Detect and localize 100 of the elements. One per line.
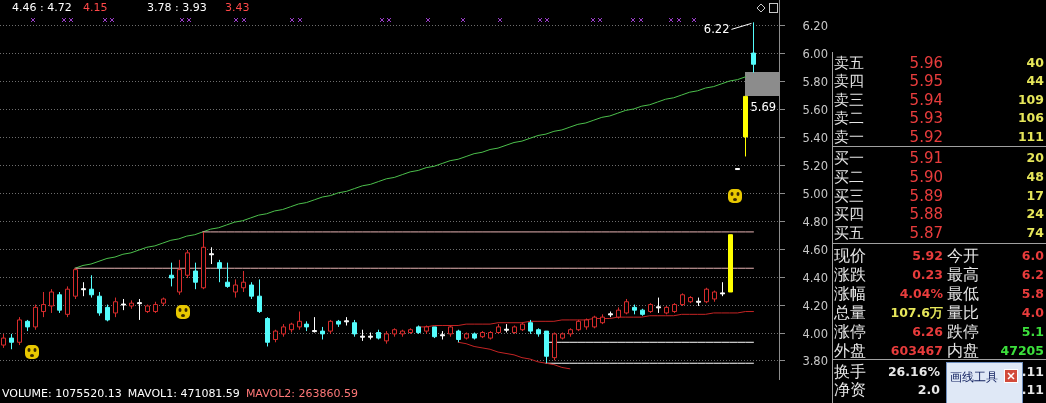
order-book-row: 外盘 603467 内盘 47205 [834, 341, 1044, 360]
candlestick [704, 287, 709, 304]
candlestick [528, 319, 533, 335]
candlestick [648, 302, 653, 314]
candlestick [688, 295, 693, 304]
candlestick [73, 267, 78, 300]
candlestick [680, 292, 685, 307]
candlestick [1, 333, 6, 349]
candlestick [464, 332, 469, 340]
candlestick [424, 325, 429, 335]
candlestick [289, 322, 294, 333]
candlestick [416, 325, 421, 335]
candlestick [735, 168, 740, 171]
candlestick [97, 291, 102, 317]
candlestick [17, 316, 22, 346]
annotation: 5.69 [750, 100, 777, 115]
candlestick [129, 299, 134, 310]
candlestick [161, 297, 166, 307]
candlestick [728, 234, 733, 293]
candlestick [185, 249, 190, 279]
candlestick [456, 329, 461, 343]
candlestick [751, 21, 756, 74]
candlestick [9, 333, 14, 350]
candlestick [145, 304, 150, 314]
candlestick [576, 319, 581, 332]
text: 画线工具 [950, 370, 998, 384]
annotation: 4.15 [83, 1, 108, 14]
y-tick-label: 6.00 [802, 46, 828, 61]
candlestick [512, 325, 517, 335]
candlestick [568, 327, 573, 338]
candlestick [89, 274, 94, 299]
order-book-row: 现价 5.92 今开 6.0 [834, 246, 1044, 265]
y-tick-label: 6.20 [802, 18, 828, 33]
candlestick [536, 327, 541, 338]
candlestick [81, 281, 86, 297]
order-book-row: .11 [1021, 364, 1044, 379]
text: VOLUME: 1075520.13 [2, 387, 122, 400]
candlestick [743, 95, 748, 157]
order-book-row: 涨跌 0.23 最高 6.2 [834, 265, 1044, 284]
candlestick [312, 316, 317, 333]
candlestick [113, 297, 118, 318]
candlestick [265, 316, 270, 347]
candlestick [336, 319, 341, 328]
y-tick-label: 3.80 [802, 353, 828, 368]
order-book-row: 换手 26.16% [834, 362, 940, 381]
candlestick [328, 319, 333, 335]
order-book-row: 买一 5.91 20 [834, 149, 1044, 167]
candlestick [384, 330, 389, 345]
candlestick [400, 329, 405, 338]
candlestick [169, 262, 174, 287]
candlestick [25, 319, 30, 332]
candlestick [225, 262, 230, 289]
candlestick [664, 305, 669, 315]
candlestick [201, 231, 206, 290]
order-book-row: 涨幅 4.04% 最低 5.8 [834, 284, 1044, 303]
candlestick [488, 330, 493, 340]
annotation: 3.78 : 3.93 [147, 1, 207, 14]
candlestick [504, 323, 509, 333]
candlestick [273, 329, 278, 343]
candlestick [432, 326, 437, 339]
candlestick [408, 327, 413, 335]
candlestick [616, 306, 621, 320]
candlestick [520, 322, 525, 332]
candlestick [49, 288, 54, 314]
text: MAVOL2: 263860.59 [245, 387, 358, 400]
y-tick-label: 4.00 [802, 326, 828, 341]
y-tick-label: 5.00 [802, 186, 828, 201]
candlestick [209, 246, 214, 265]
candlestick [720, 281, 725, 297]
candlestick [608, 311, 613, 318]
order-book-row: 买三 5.89 17 [834, 187, 1044, 205]
annotation: 6.22 [703, 22, 730, 37]
candlestick [496, 323, 501, 335]
order-book-row: 买二 5.90 48 [834, 168, 1044, 186]
candlestick [320, 326, 325, 340]
candlestick [193, 262, 198, 290]
order-book-row: 买五 5.87 74 [834, 224, 1044, 242]
order-book-row: 总量 107.6万 量比 4.0 [834, 303, 1044, 322]
candlestick [177, 259, 182, 296]
candlestick [121, 298, 126, 311]
candlestick [640, 308, 645, 317]
candlestick [233, 278, 238, 299]
annotation: 4.46 : 4.72 [12, 1, 72, 14]
order-book-row: 卖四 5.95 44 [834, 72, 1044, 90]
candlestick [480, 330, 485, 339]
candlestick [257, 278, 262, 314]
order-book-row: 买四 5.88 24 [834, 205, 1044, 223]
order-book-row: 净资 2.0 [834, 380, 940, 399]
y-tick-label: 4.60 [802, 242, 828, 257]
candlestick [304, 320, 309, 332]
y-tick-label: 5.80 [802, 74, 828, 89]
line-series [457, 341, 571, 370]
candlestick [57, 291, 62, 314]
candlestick [440, 330, 445, 340]
order-book-row: 涨停 6.26 跌停 5.1 [834, 322, 1044, 341]
candlestick [552, 332, 557, 361]
candlestick [448, 325, 453, 338]
y-tick-label: 5.60 [802, 102, 828, 117]
order-book-row: 卖五 5.96 40 [834, 54, 1044, 72]
order-book-row: 卖一 5.92 111 [834, 128, 1044, 146]
